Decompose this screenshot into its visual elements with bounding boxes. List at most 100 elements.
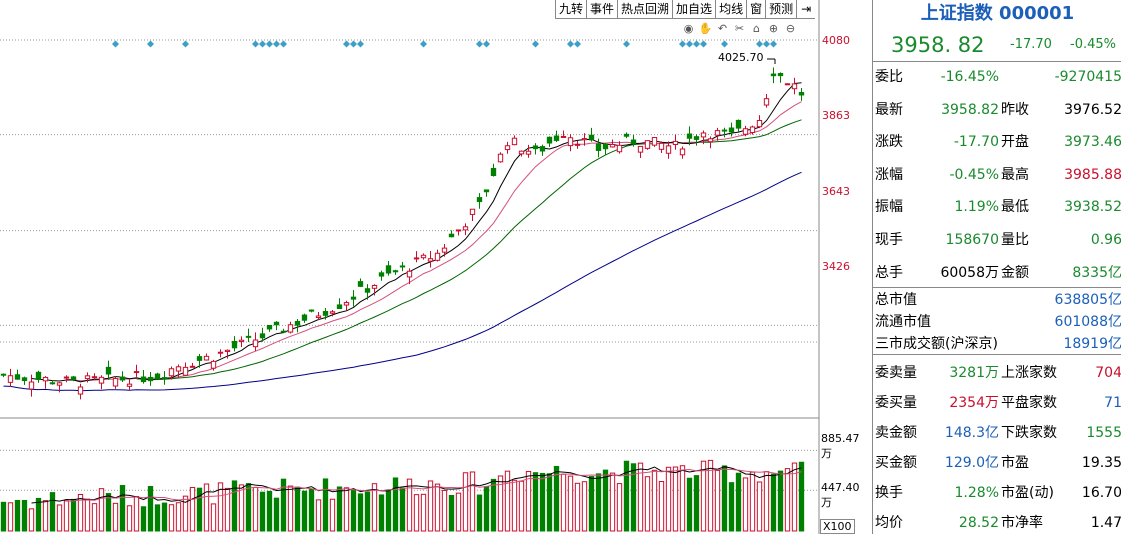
- volume-bar: [413, 494, 420, 532]
- volume-bar: [560, 473, 567, 532]
- volume-bar: [245, 483, 252, 532]
- toolbar-forecast-button[interactable]: 预测: [766, 0, 798, 19]
- volume-bar: [378, 494, 385, 532]
- stat-row: 买金额 129.0亿 市盈 19.35: [873, 447, 1121, 479]
- event-marker: [700, 40, 707, 48]
- stat-row: 涨跌 -17.70 开盘 3973.46: [873, 126, 1121, 158]
- eye-icon[interactable]: ◉: [683, 22, 694, 35]
- collapse-panel-icon[interactable]: ⇥: [797, 0, 816, 19]
- volume-bar: [588, 476, 595, 532]
- market-row: 总市值 638805亿: [873, 289, 1121, 311]
- volume-unit-button[interactable]: X100: [820, 519, 855, 534]
- volume-bar: [147, 485, 154, 532]
- stat-label: 市盈(动): [1001, 485, 1054, 501]
- candle-body: [252, 339, 259, 348]
- volume-bar: [665, 466, 672, 532]
- volume-bar: [693, 475, 700, 532]
- volume-bar: [210, 503, 217, 532]
- event-marker: [679, 40, 686, 48]
- stat-value: 148.3亿: [944, 425, 999, 441]
- market-label: 三市成交额(沪深京): [875, 336, 998, 352]
- candle-body: [196, 356, 203, 361]
- volume-bar: [539, 472, 546, 532]
- candle-body: [231, 340, 238, 349]
- stat-row: 换手 1.28% 市盈(动) 16.70: [873, 477, 1121, 509]
- zoom-out-icon[interactable]: ⊖: [785, 22, 796, 35]
- candle-body: [238, 339, 245, 343]
- volume-bar: [203, 483, 210, 532]
- volume-bar: [231, 480, 238, 532]
- candle-body: [21, 377, 28, 382]
- candle-body: [511, 137, 518, 146]
- candle-body: [189, 365, 196, 368]
- toolbar-add-watchlist-button[interactable]: 加自选: [673, 0, 717, 19]
- candle-body: [315, 315, 322, 319]
- stat-label: 均价: [875, 515, 903, 531]
- candle-body: [161, 377, 168, 380]
- candle-body: [637, 145, 644, 153]
- volume-bar: [0, 501, 7, 532]
- volume-bar: [273, 497, 280, 532]
- volume-bar: [735, 472, 742, 532]
- candle-body: [98, 376, 105, 384]
- toolbar-events-button[interactable]: 事件: [587, 0, 619, 19]
- zoom-in-icon[interactable]: ⊕: [768, 22, 779, 35]
- stat-value: 3973.46: [1064, 134, 1121, 151]
- event-marker: [350, 40, 357, 48]
- home-icon[interactable]: ⌂: [753, 22, 760, 35]
- candle-body: [602, 143, 609, 150]
- toolbar-ma-button[interactable]: 均线: [716, 0, 748, 19]
- candle-body: [385, 265, 392, 274]
- price-tick-label: 3643: [822, 185, 850, 198]
- volume-bar: [112, 502, 119, 532]
- volume-bar: [56, 504, 63, 532]
- candle-body: [77, 386, 84, 395]
- scissors-icon[interactable]: ✂: [734, 22, 745, 35]
- candle-body: [546, 136, 553, 144]
- volume-bar: [70, 498, 77, 532]
- volume-bar: [420, 493, 427, 532]
- stat-row: 现手 158670 量比 0.96: [873, 224, 1121, 256]
- kline-chart[interactable]: [0, 0, 820, 534]
- candle-body: [364, 288, 371, 293]
- volume-bar: [427, 480, 434, 532]
- candle-body: [329, 311, 336, 314]
- stat-value: -9270415: [1054, 69, 1121, 85]
- candle-body: [266, 324, 273, 330]
- volume-bar: [63, 500, 70, 532]
- volume-bar: [140, 506, 147, 532]
- stat-value: 3938.52: [1064, 199, 1121, 216]
- stat-row: 均价 28.52 市净率 1.47: [873, 507, 1121, 539]
- candle-body: [784, 83, 791, 86]
- candle-body: [728, 127, 735, 133]
- candle-body: [518, 150, 525, 155]
- candle-body: [112, 378, 119, 387]
- candle-body: [742, 128, 749, 135]
- candle-body: [42, 376, 49, 382]
- toolbar-hot-review-button[interactable]: 热点回溯: [618, 0, 674, 19]
- event-marker: [147, 40, 154, 48]
- last-price: 3958. 82: [891, 33, 985, 57]
- hand-icon[interactable]: ✋: [698, 22, 713, 35]
- stat-value: 16.70: [1081, 485, 1121, 501]
- undo-icon[interactable]: ↶: [717, 22, 728, 35]
- candle-body: [245, 335, 252, 338]
- toolbar-jiuzhuan-button[interactable]: 九转: [556, 0, 588, 19]
- event-marker: [280, 40, 287, 48]
- candle-body: [693, 136, 700, 140]
- volume-bar: [707, 459, 714, 532]
- quote-panel: 上证指数 000001 3958. 82 -17.70 -0.45% 委比 -16…: [872, 0, 1121, 534]
- stat-value: 19.35: [1081, 455, 1121, 471]
- volume-bar: [336, 486, 343, 532]
- candle-body: [623, 133, 630, 137]
- volume-bar: [49, 492, 56, 532]
- stat-label: 上涨家数: [1001, 365, 1057, 381]
- candle-body: [427, 258, 434, 262]
- stat-value: -16.45%: [940, 69, 999, 85]
- chart-area[interactable]: 九转 事件 热点回溯 加自选 均线 窗 预测 ⇥ ◉ ✋ ↶ ✂ ⌂ ⊕ ⊖ 4…: [0, 0, 860, 534]
- toolbar-window-button[interactable]: 窗: [747, 0, 767, 19]
- volume-bar: [784, 468, 791, 532]
- volume-bar: [133, 496, 140, 532]
- candle-body: [322, 311, 329, 316]
- volume-bar: [742, 477, 749, 532]
